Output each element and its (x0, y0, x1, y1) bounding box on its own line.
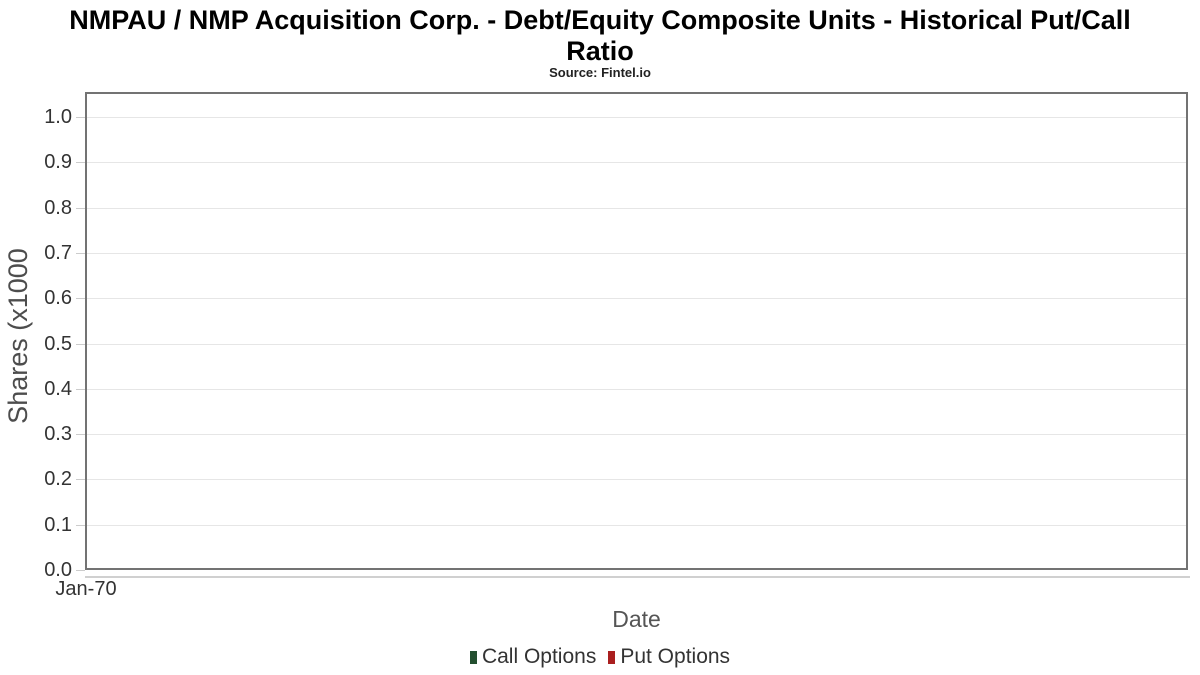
gridline (87, 389, 1186, 390)
gridline (87, 208, 1186, 209)
legend-item[interactable]: Call Options (469, 645, 597, 669)
x-tick-label: Jan-70 (55, 578, 117, 600)
x-axis-line (85, 576, 1190, 578)
gridline (87, 525, 1186, 526)
y-tick-label: 0.1 (44, 514, 72, 536)
y-axis-tick (76, 434, 85, 435)
y-tick-label: 0.0 (44, 559, 72, 581)
legend-item[interactable]: Put Options (608, 645, 730, 669)
y-axis-tick (76, 298, 85, 299)
plot-area (85, 92, 1188, 570)
y-axis-tick (76, 389, 85, 390)
y-axis-tick (76, 570, 85, 571)
y-axis-tick (76, 525, 85, 526)
legend: Call Options Put Options (0, 645, 1200, 669)
y-axis-tick (76, 162, 85, 163)
y-axis-tick (76, 479, 85, 480)
y-tick-label: 0.9 (44, 151, 72, 173)
y-tick-label: 0.6 (44, 287, 72, 309)
gridline (87, 344, 1186, 345)
legend-marker-icon (469, 650, 477, 664)
y-tick-label: 1.0 (44, 106, 72, 128)
x-axis-title: Date (612, 606, 661, 632)
gridline (87, 253, 1186, 254)
chart-subtitle: Source: Fintel.io (549, 65, 651, 80)
gridline (87, 298, 1186, 299)
gridline (87, 117, 1186, 118)
y-tick-label: 0.8 (44, 197, 72, 219)
y-axis-tick (76, 208, 85, 209)
y-axis-tick (76, 344, 85, 345)
y-axis-tick (76, 117, 85, 118)
legend-marker-icon (608, 650, 616, 664)
y-tick-label: 0.2 (44, 468, 72, 490)
y-tick-label: 0.3 (44, 423, 72, 445)
gridline (87, 479, 1186, 480)
y-tick-label: 0.4 (44, 378, 72, 400)
gridline (87, 162, 1186, 163)
y-tick-label: 0.5 (44, 333, 72, 355)
y-tick-label: 0.7 (44, 242, 72, 264)
chart-title: NMPAU / NMP Acquisition Corp. - Debt/Equ… (69, 5, 1131, 66)
legend-label: Put Options (620, 645, 731, 668)
gridline (87, 434, 1186, 435)
y-axis-tick (76, 253, 85, 254)
legend-label: Call Options (481, 645, 597, 668)
